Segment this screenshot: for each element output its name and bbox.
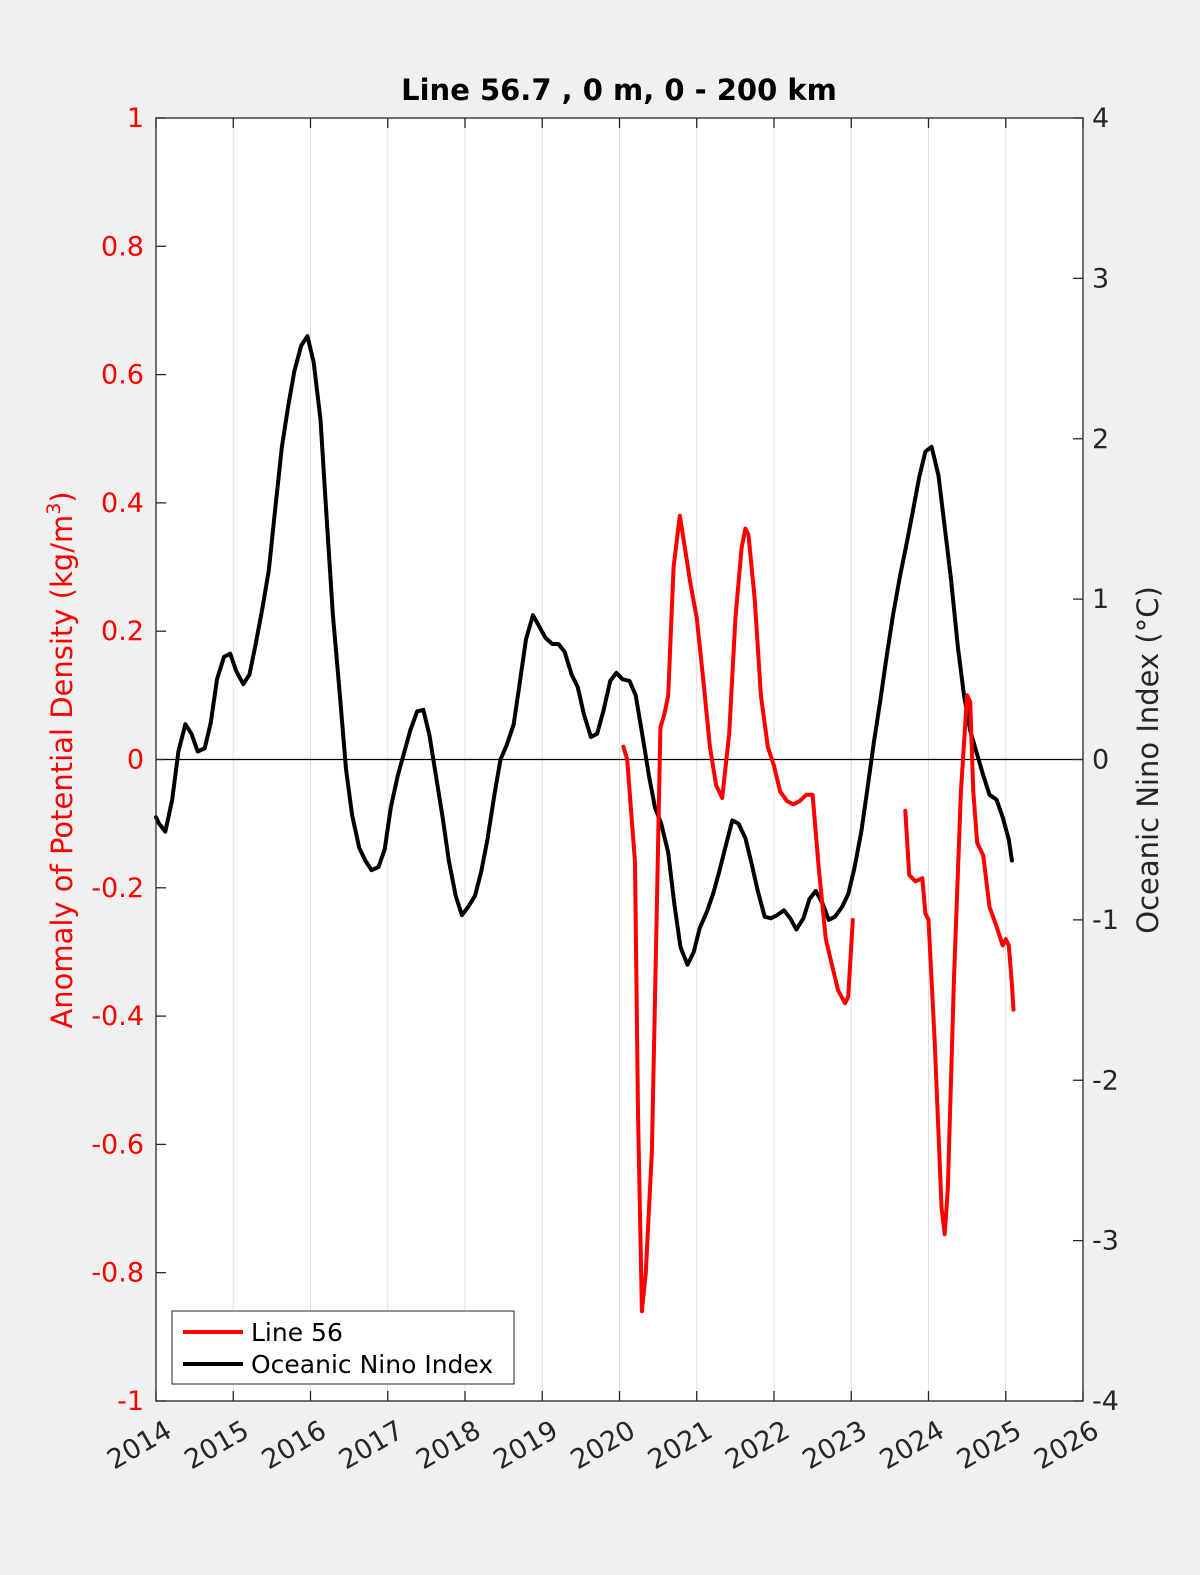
x-tick-label-2026: 2026 [1029,1415,1104,1476]
legend-oni-label: Oceanic Nino Index [251,1350,493,1379]
series-group [154,334,1016,1314]
y-right-tick-label--2: -2 [1092,1065,1119,1096]
x-tick-label-2018: 2018 [411,1415,486,1476]
y-right-tick-label-4: 4 [1092,103,1109,134]
y-axis-left-label-main: Anomaly of Potential Density (kg/m [45,515,79,1029]
y-left-tick-label-0.6: 0.6 [101,360,144,391]
y-right-tick-label--4: -4 [1092,1386,1119,1417]
y-left-tick-label--0.4: -0.4 [91,1001,144,1032]
y-axis-left-label: Anomaly of Potential Density (kg/m3) [43,491,79,1028]
x-tick-label-2020: 2020 [566,1415,641,1476]
series-line56-line-segment-0 [621,513,855,1314]
x-tick-label-2021: 2021 [643,1415,718,1476]
y-axis-right: 4 3 2 1 0 -1 -2 -3 -4 [1073,103,1119,1417]
y-right-tick-label-2: 2 [1092,424,1109,455]
x-tick-label-2016: 2016 [257,1415,332,1476]
y-left-tick-label-0: 0 [127,745,144,776]
y-right-tick-label-3: 3 [1092,263,1109,294]
x-tick-label-2017: 2017 [334,1415,409,1476]
y-axis-left-label-sup: 3 [43,503,65,515]
y-axis-left-label-close: ) [45,491,79,502]
series-oni-line-segment-0 [154,334,1014,967]
y-left-tick-label-0.2: 0.2 [101,616,144,647]
x-tick-label-2015: 2015 [179,1415,254,1476]
y-right-tick-label-0: 0 [1092,745,1109,776]
legend-line56-label: Line 56 [251,1318,343,1347]
x-tick-label-2014: 2014 [102,1415,177,1476]
legend-box [171,1310,515,1385]
y-left-tick-label-0.4: 0.4 [101,488,144,519]
x-tick-label-2019: 2019 [488,1415,563,1476]
y-left-tick-label--0.8: -0.8 [91,1258,144,1289]
x-tick-label-2024: 2024 [875,1415,950,1476]
chart-title: Line 56.7 , 0 m, 0 - 200 km [401,73,837,107]
y-left-tick-label--1: -1 [117,1386,144,1417]
y-axis-right-label: Oceanic Nino Index (°C) [1131,586,1165,934]
x-tick-label-2022: 2022 [720,1415,795,1476]
series-line56-line-segment-1 [903,693,1016,1237]
legend: Line 56 Oceanic Nino Index [171,1310,515,1385]
y-left-tick-label-1: 1 [127,103,144,134]
y-right-tick-label-1: 1 [1092,584,1109,615]
x-tick-label-2023: 2023 [797,1415,872,1476]
y-right-tick-label--1: -1 [1092,905,1119,936]
x-tick-label-2025: 2025 [952,1415,1027,1476]
y-right-tick-label--3: -3 [1092,1226,1119,1257]
y-axis-left: 1 0.8 0.6 0.4 0.2 0 -0.2 -0.4 -0.6 -0.8 -1 [91,103,166,1417]
y-left-tick-label--0.2: -0.2 [91,873,144,904]
y-left-tick-label--0.6: -0.6 [91,1129,144,1160]
y-left-tick-label-0.8: 0.8 [101,231,144,262]
